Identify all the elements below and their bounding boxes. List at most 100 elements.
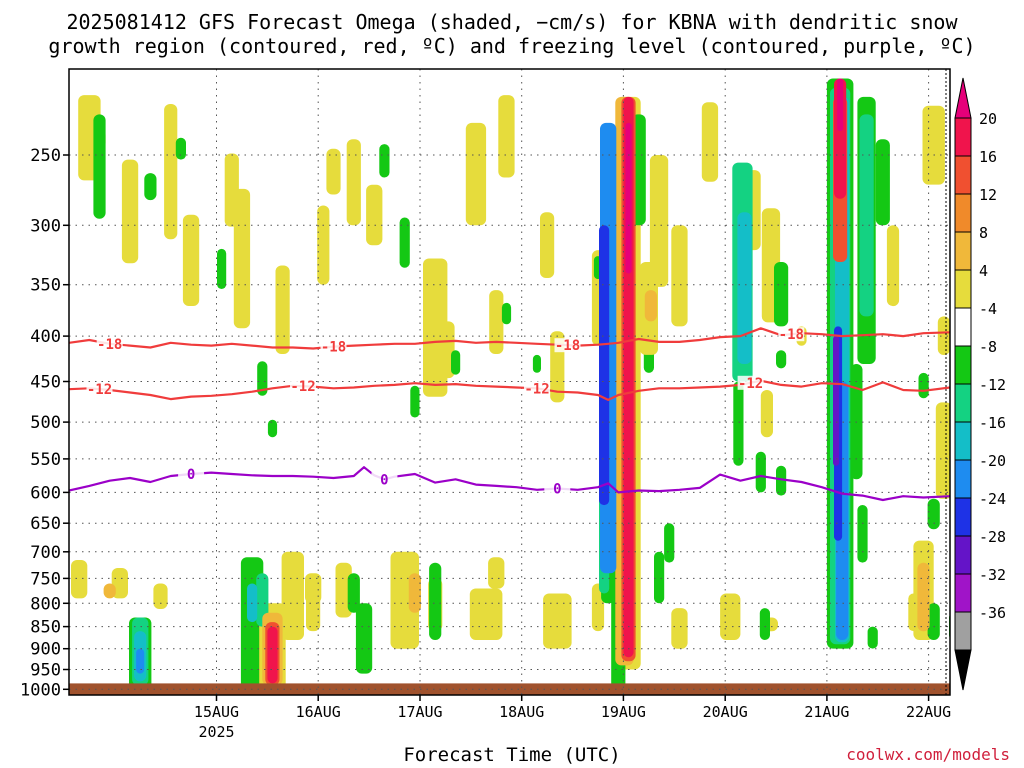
contour-label-bg [178,467,205,481]
colorbar-label: -4 [979,300,997,318]
grid-lines [69,69,950,695]
x-axis: 15AUG 2025 16AUG 17AUG 18AUG 19AUG 20AUG 21AUG 2… [194,695,951,741]
contour-label--18: -18 [321,340,346,356]
omega-cell [654,551,665,604]
omega-cell [755,451,766,493]
colorbar-label: -16 [979,414,1006,432]
omega-cell [326,148,341,195]
omega-cell [671,608,688,649]
y-tick-label: 950 [30,661,61,681]
y-tick-label: 500 [30,413,61,433]
colorbar-swatch [954,535,972,575]
omega-cell [776,350,787,369]
y-tick-label: 800 [30,594,61,614]
omega-cell [927,603,940,640]
omega-cell [136,648,145,674]
colorbar-swatch [954,421,972,461]
colorbar-swatch [954,383,972,423]
colorbar-swatch [954,269,972,309]
colorbar-swatch [954,117,972,157]
colorbar-label: 8 [979,224,988,242]
colorbar-swatch [954,459,972,499]
colorbar-label: -20 [979,452,1006,470]
y-tick-label: 850 [30,618,61,638]
x-tick-sublabel: 2025 [198,723,234,741]
omega-cell [93,114,106,219]
omega-cell [701,102,719,182]
omega-cell [469,588,503,640]
omega-cell [275,265,290,354]
omega-cell [257,361,268,396]
omega-cell [164,104,178,240]
x-tick-label: 20AUG [703,703,748,721]
ground-surface [69,683,950,695]
colorbar-swatch [954,307,972,347]
omega-cell [922,105,945,185]
x-tick-label: 21AUG [804,703,849,721]
omega-cell [103,583,116,599]
contour-label-bg [96,336,123,351]
colorbar-label: -8 [979,338,997,356]
x-tick-label: 19AUG [601,703,646,721]
y-axis: 2503003504004505005506006507007508008509… [20,146,69,700]
x-tick-label: 22AUG [906,703,951,721]
y-tick-label: 250 [30,146,61,166]
omega-cell [927,498,940,530]
omega-cell [121,159,139,264]
x-tick-label: 18AUG [499,703,544,721]
contour-label--18: -18 [97,337,122,353]
omega-cell [267,626,278,684]
omega-cell [937,316,950,355]
omega-cell [410,385,420,418]
contour-label--12: -12 [524,381,549,397]
omega-cell [429,562,442,640]
y-tick-label: 350 [30,276,61,296]
contour-label--18: -18 [779,327,804,343]
omega-cell [859,114,874,317]
omega-cell [837,78,844,132]
colorbar-label: -12 [979,376,1006,394]
omega-cell [182,214,200,306]
contour-label-bg [737,375,764,390]
omega-cell [917,562,930,632]
ground-fill [69,683,950,695]
y-tick-label: 750 [30,569,61,589]
colorbar-label: 20 [979,110,997,128]
omega-cell [408,573,421,613]
omega-cell [346,139,361,226]
omega-cell [644,290,657,322]
colorbar-swatch [954,573,972,613]
contour-label--12: -12 [290,379,315,395]
omega-cell [625,122,632,274]
contour-line--18 [69,327,950,350]
omega-cell [281,551,304,640]
omega-cell [774,262,789,327]
colorbar-label: -32 [979,566,1006,584]
y-tick-label: 1000 [20,680,61,700]
contour-label--12: -12 [738,376,763,392]
omega-cell [733,381,744,466]
omega-cell [857,505,868,563]
omega-cell [175,137,186,160]
omega-cell [355,603,373,674]
omega-cell [379,144,390,178]
omega-cell [599,225,610,506]
omega-cell [671,225,688,327]
omega-cell [144,173,157,201]
omega-cell [217,248,227,289]
omega-cell [886,225,900,307]
omega-cell [867,626,878,649]
omega-cell [908,593,919,632]
omega-cell [591,583,605,632]
omega-cell [233,188,251,329]
colorbar-swatch [954,497,972,537]
omega-cell [540,212,555,278]
omega-cell [451,350,461,375]
contour-label--12: -12 [87,382,112,398]
omega-cell [317,205,330,285]
colorbar-label: -24 [979,490,1006,508]
omega-cell [532,354,541,373]
omega-cell [306,593,321,632]
omega-cell [918,372,929,399]
colorbar: 20 16 12 8 4 -4 -8 -12 -16 -20 -24 -28 -32 -36 [954,77,1006,691]
